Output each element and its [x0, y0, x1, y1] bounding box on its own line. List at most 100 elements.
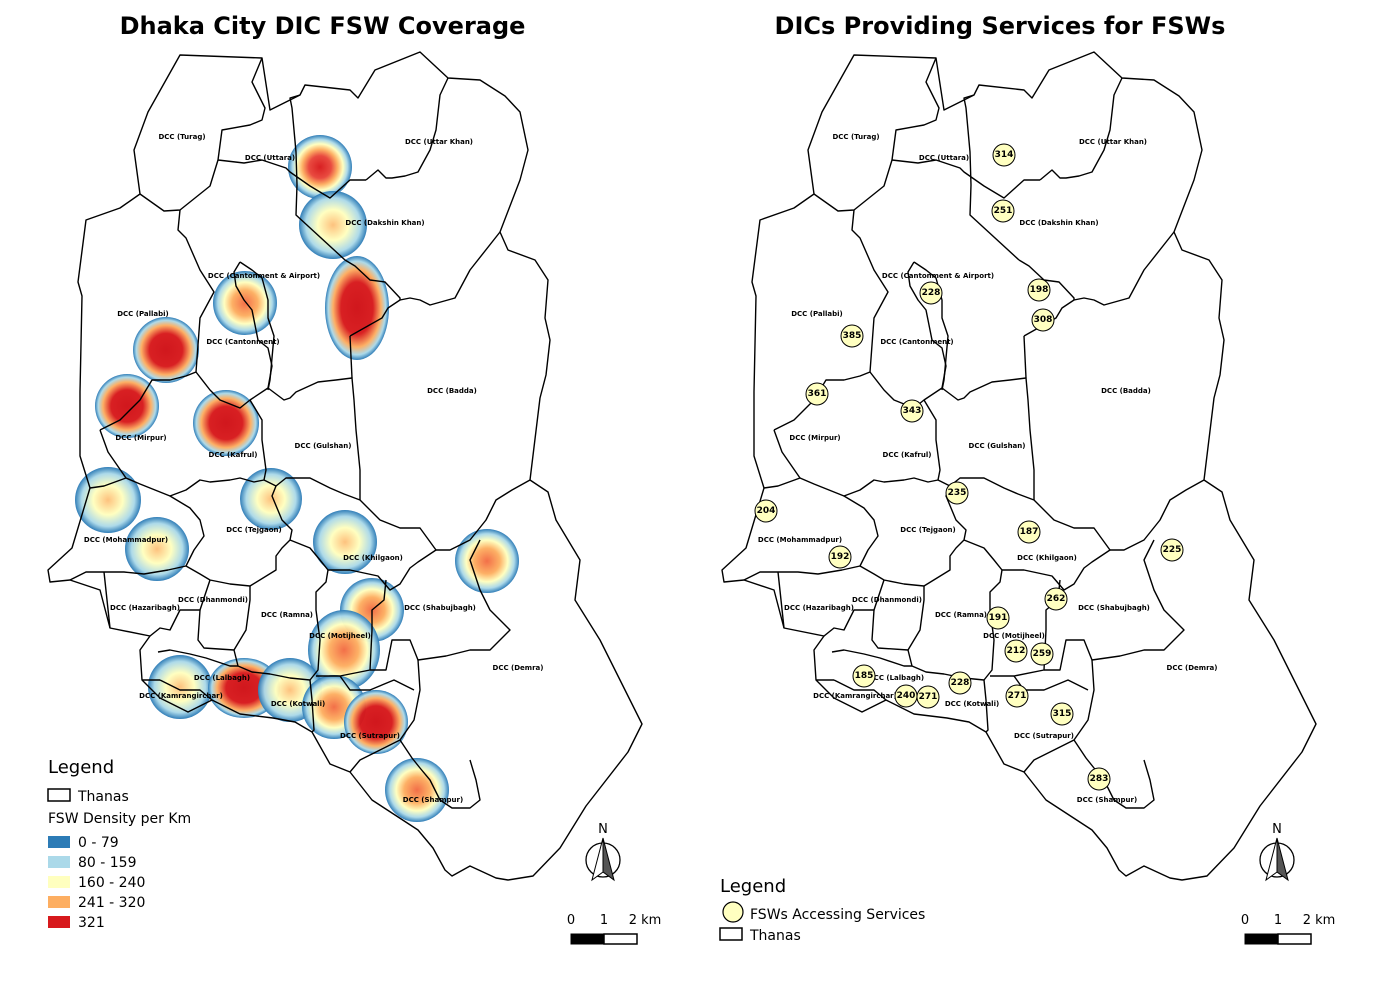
right-thana-labels: DCC (Turag) DCC (Uttara) DCC (Uttar Khan) D…	[758, 133, 1218, 804]
density-class-swatch	[48, 896, 70, 908]
fsw-count-label: 343	[903, 406, 922, 416]
scale-tick-1: 1	[600, 913, 608, 928]
density-hotspot	[125, 517, 189, 581]
density-hotspot	[299, 191, 367, 259]
fsw-count-label: 191	[989, 613, 1008, 623]
thana-label: DCC (Turag)	[158, 133, 205, 141]
fsw-count-label: 235	[948, 488, 967, 498]
scale-tick-0: 0	[567, 913, 575, 928]
fsw-count-label: 185	[855, 671, 874, 681]
fsw-bubble	[1030, 642, 1054, 666]
thana-label: DCC (Uttar Khan)	[405, 138, 473, 146]
thana-label: DCC (Tejgaon)	[900, 526, 955, 534]
thana-label: DCC (Dhanmondi)	[178, 596, 248, 604]
fsw-count-label: 271	[919, 692, 938, 702]
right-legend-fsw-label: FSWs Accessing Services	[750, 907, 925, 923]
density-class-label: 0 - 79	[78, 835, 119, 851]
right-legend: Legend FSWs Accessing Services Thanas	[719, 876, 925, 944]
thana-label: DCC (Demra)	[493, 664, 544, 672]
fsw-count-label: 314	[995, 150, 1014, 160]
scale-tick-1: 1	[1274, 913, 1282, 928]
thana-label: DCC (Kamrangirchar)	[813, 692, 897, 700]
thana-label: DCC (Shabujbagh)	[1078, 604, 1150, 612]
thana-label: DCC (Gulshan)	[295, 442, 352, 450]
fsw-bubble	[900, 399, 924, 423]
scale-segment-black	[570, 933, 605, 945]
fsw-bubble	[1160, 538, 1184, 562]
left-map-title: Dhaka City DIC FSW Coverage	[119, 12, 526, 40]
density-hotspot	[133, 317, 199, 383]
thana-label: DCC (Cantonment)	[206, 338, 279, 346]
density-hotspot	[95, 374, 159, 438]
fsw-bubble	[992, 143, 1016, 167]
density-hotspot	[385, 758, 449, 822]
thana-label: DCC (Demra)	[1167, 664, 1218, 672]
fsw-bubble	[1027, 278, 1051, 302]
density-class-swatch	[48, 856, 70, 868]
fsw-bubble	[986, 606, 1010, 630]
thana-label: DCC (Dakshin Khan)	[1019, 219, 1098, 227]
fsw-count-label: 192	[831, 552, 850, 562]
thana-label: DCC (Motijheel)	[983, 632, 1045, 640]
fsw-count-label: 262	[1047, 594, 1066, 604]
fsw-bubble-swatch	[722, 901, 744, 923]
left-legend-thanas-label: Thanas	[77, 789, 129, 805]
fsw-bubble	[945, 481, 969, 505]
right-legend-thanas-label: Thanas	[749, 928, 801, 944]
north-label: N	[598, 822, 608, 837]
north-arrow-icon	[585, 837, 621, 881]
thana-label: DCC (Shampur)	[1077, 796, 1137, 804]
fsw-count-label: 259	[1033, 649, 1052, 659]
thana-label: DCC (Ramna)	[261, 611, 313, 619]
fsw-bubble	[1004, 639, 1028, 663]
left-thana-labels: DCC (Turag) DCC (Uttara) DCC (Uttar Khan) D…	[84, 133, 544, 804]
density-class-label: 80 - 159	[78, 855, 137, 871]
thana-label: DCC (Badda)	[1101, 387, 1151, 395]
fsw-bubble	[1044, 587, 1068, 611]
thana-label: DCC (Tejgaon)	[226, 526, 281, 534]
fsw-bubble	[1005, 684, 1029, 708]
thana-label: DCC (Gulshan)	[969, 442, 1026, 450]
thana-label: DCC (Turag)	[832, 133, 879, 141]
fsw-bubble	[919, 281, 943, 305]
thana-label: DCC (Kafrul)	[883, 451, 932, 459]
fsw-count-label: 308	[1034, 315, 1053, 325]
thana-label: DCC (Mohammadpur)	[758, 536, 842, 544]
density-class-label: 241 - 320	[78, 895, 145, 911]
fsw-count-label: 271	[1008, 691, 1027, 701]
right-north-arrow: N	[1259, 822, 1295, 881]
density-hotspot	[455, 529, 519, 593]
density-legend-title: FSW Density per Km	[48, 811, 191, 827]
fsw-count-label: 212	[1007, 646, 1026, 656]
left-map: DCC (Turag) DCC (Uttara) DCC (Uttar Khan) D…	[47, 51, 661, 945]
thana-label: DCC (Cantonment & Airport)	[208, 272, 320, 280]
thana-label: DCC (Dhanmondi)	[852, 596, 922, 604]
density-hotspot	[308, 610, 380, 690]
fsw-bubble	[1031, 308, 1055, 332]
fsw-bubble	[991, 199, 1015, 223]
left-scale-bar: 0 1 2 km	[567, 913, 661, 945]
fsw-count-label: 251	[994, 206, 1013, 216]
fsw-bubbles: 314 251 228 198 308 385 361 343 235 204 187 192 225 2…	[754, 143, 1184, 791]
density-hotspot	[240, 468, 302, 530]
scale-tick-2: 2 km	[1303, 913, 1336, 928]
scale-segment-white	[1277, 933, 1312, 945]
density-hotspot	[313, 510, 377, 574]
thana-label: DCC (Badda)	[427, 387, 477, 395]
fsw-count-label: 361	[808, 389, 827, 399]
fsw-bubble	[1017, 520, 1041, 544]
left-legend-title: Legend	[48, 757, 114, 778]
fsw-bubble	[948, 671, 972, 695]
fsw-count-label: 228	[951, 678, 970, 688]
thana-label: DCC (Hazaribagh)	[784, 604, 854, 612]
scale-segment-black	[1244, 933, 1279, 945]
right-legend-title: Legend	[720, 876, 786, 897]
thana-label: DCC (Sutrapur)	[1014, 732, 1074, 740]
fsw-count-label: 204	[757, 506, 776, 516]
right-map-title: DICs Providing Services for FSWs	[774, 12, 1226, 40]
right-scale-bar: 0 1 2 km	[1241, 913, 1336, 945]
fsw-bubble	[840, 324, 864, 348]
right-thana-boundaries	[721, 51, 1317, 881]
density-hotspot	[148, 655, 212, 719]
